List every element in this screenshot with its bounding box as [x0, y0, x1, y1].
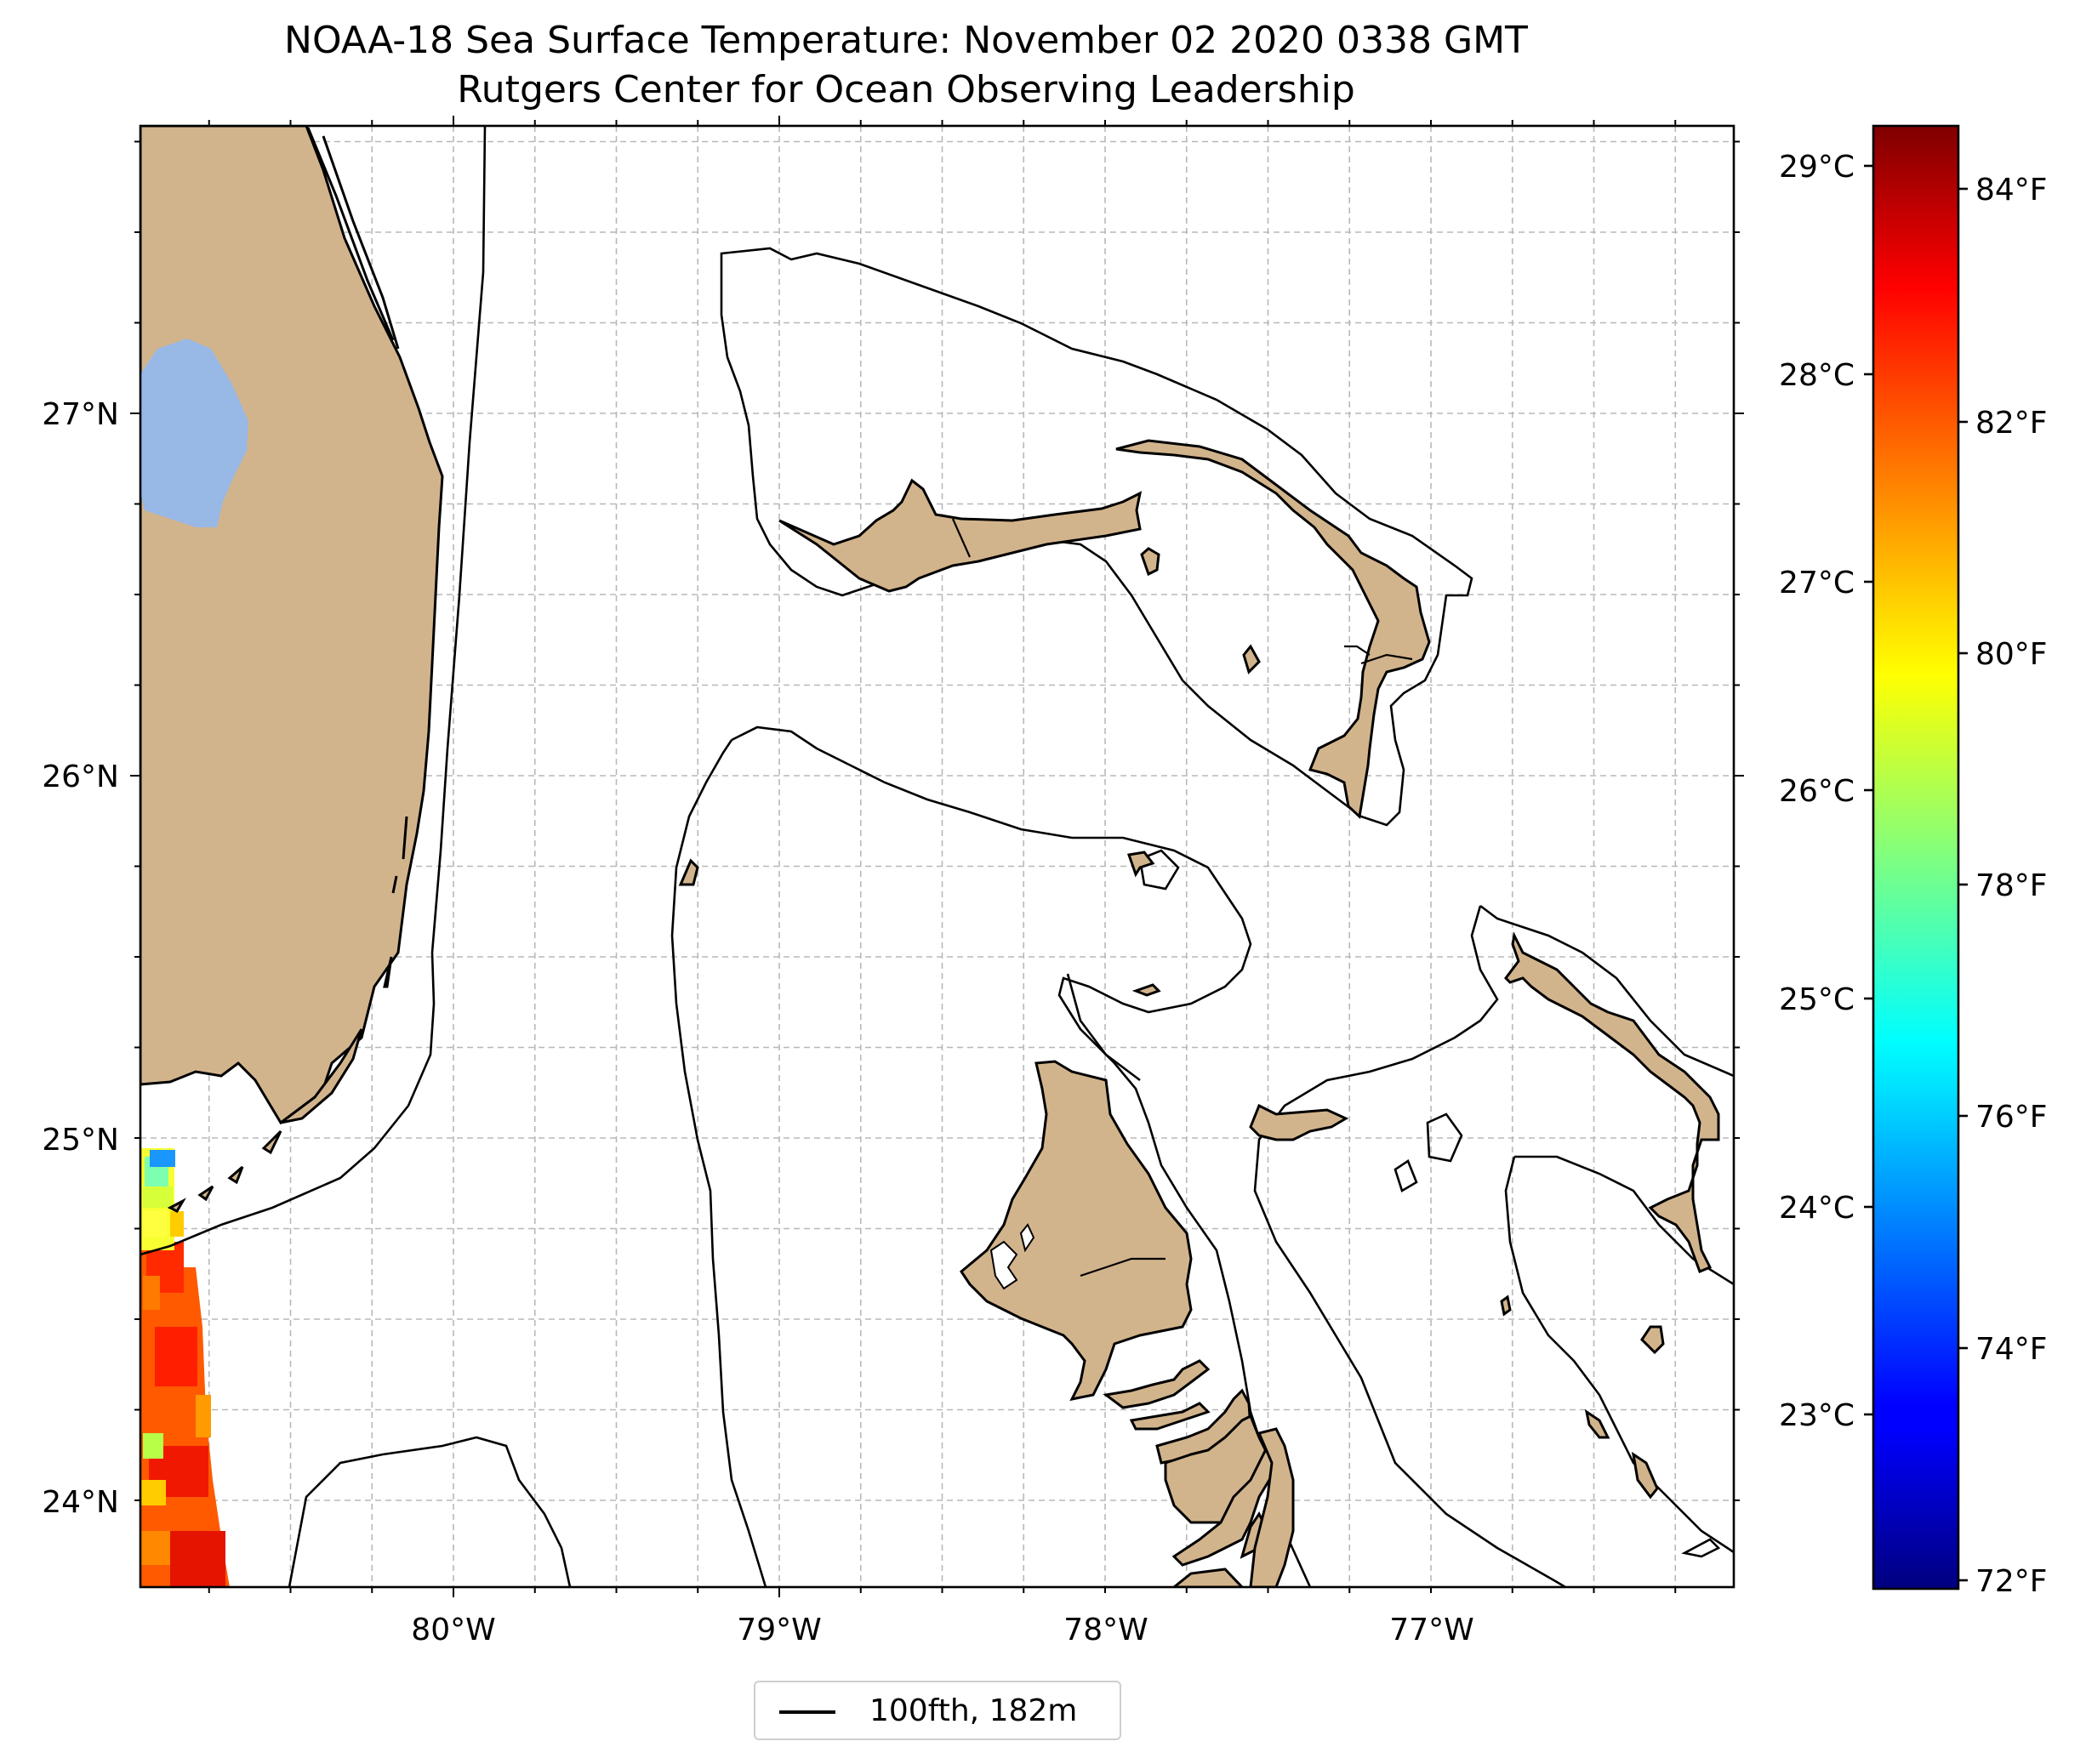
fahrenheit-label: 74°F [1975, 1332, 2048, 1367]
legend: 100fth, 182m [754, 1681, 1121, 1740]
isobath-100fth [140, 126, 1734, 1587]
fahrenheit-labels: 84°F 82°F 80°F 78°F 76°F 74°F 72°F [1975, 173, 2048, 1599]
map-frame [139, 124, 1735, 1589]
fahrenheit-label: 76°F [1975, 1100, 2048, 1135]
fahrenheit-label: 84°F [1975, 173, 2048, 208]
florida-keys [167, 956, 393, 1213]
celsius-label: 24°C [1779, 1191, 1855, 1226]
abaco [1115, 439, 1431, 819]
celsius-label: 28°C [1779, 358, 1855, 393]
map-title: NOAA-18 Sea Surface Temperature: Novembe… [284, 19, 1528, 62]
lon-label: 77°W [1389, 1613, 1473, 1647]
legend-line-swatch [779, 1710, 835, 1714]
berry-islands [1249, 1103, 1349, 1141]
fahrenheit-ticks [1958, 187, 1968, 1582]
eleuthera [1504, 931, 1720, 1273]
celsius-label: 27°C [1779, 566, 1855, 600]
lat-label: 27°N [42, 397, 119, 432]
celsius-ticks [1864, 164, 1873, 1416]
celsius-label: 25°C [1779, 982, 1855, 1017]
florida-barrier-islands [306, 127, 408, 894]
lat-label: 24°N [42, 1485, 119, 1520]
celsius-labels: 29°C 28°C 27°C 26°C 25°C 24°C 23°C [1779, 150, 1855, 1433]
fahrenheit-label: 82°F [1975, 406, 2048, 441]
map-subtitle: Rutgers Center for Ocean Observing Leade… [457, 68, 1355, 111]
sst-swath [140, 1148, 230, 1587]
lon-label: 80°W [411, 1613, 495, 1647]
lon-label: 78°W [1063, 1613, 1148, 1647]
legend-label: 100fth, 182m [869, 1693, 1078, 1728]
lake-okeechobee [140, 339, 248, 527]
celsius-label: 23°C [1779, 1398, 1855, 1433]
lat-label: 26°N [42, 760, 119, 794]
fahrenheit-label: 78°F [1975, 868, 2048, 903]
celsius-label: 29°C [1779, 150, 1855, 185]
andros-lakes [989, 1223, 1035, 1290]
bahamas-inner-lines [951, 518, 1413, 1277]
minor-ticks [130, 116, 1744, 1597]
lat-label: 25°N [42, 1123, 119, 1158]
colorbar [1872, 124, 1960, 1590]
latitude-labels: 27°N 26°N 25°N 24°N [42, 397, 119, 1520]
celsius-label: 26°C [1779, 774, 1855, 809]
fahrenheit-label: 72°F [1975, 1564, 2048, 1599]
andros [960, 1060, 1193, 1402]
lon-label: 79°W [737, 1613, 821, 1647]
longitude-labels: 80°W 79°W 78°W 77°W [411, 1613, 1473, 1647]
fahrenheit-label: 80°F [1975, 637, 2048, 672]
